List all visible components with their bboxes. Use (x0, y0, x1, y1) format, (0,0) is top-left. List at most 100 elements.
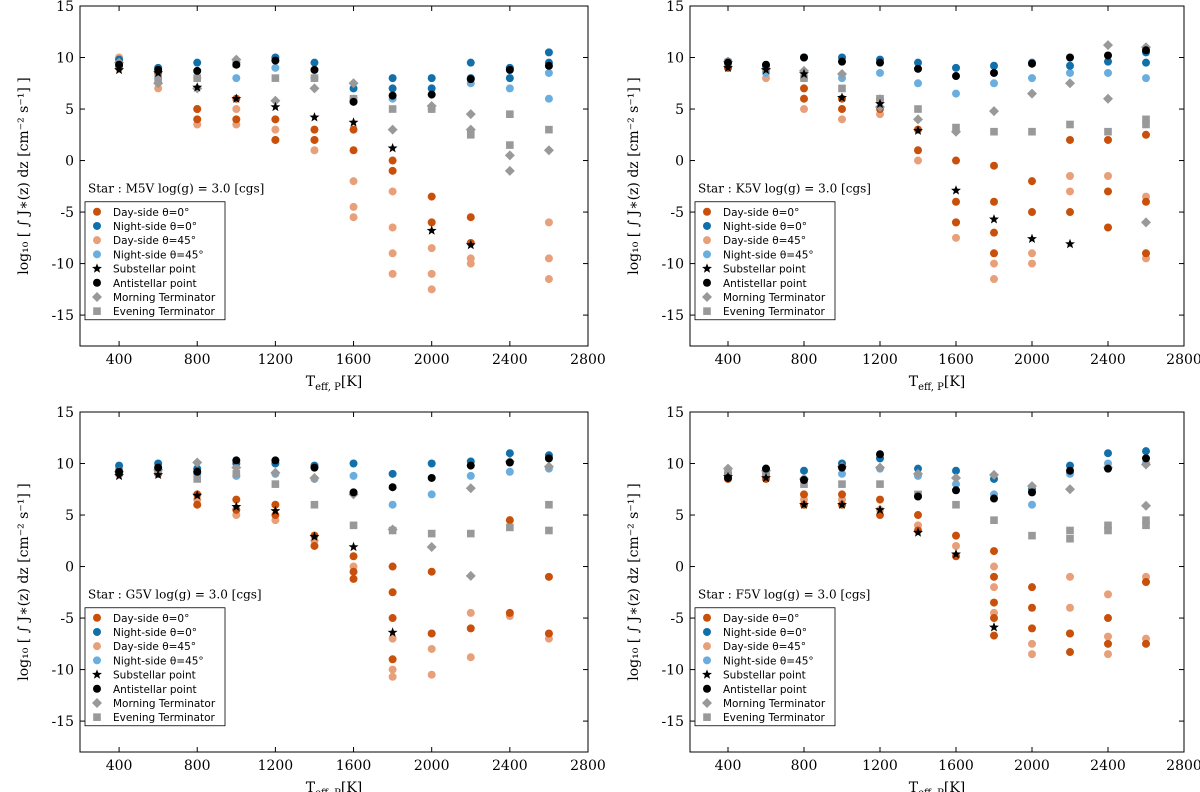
data-point (270, 95, 281, 106)
legend-entry-label: Night-side θ=0° (113, 627, 197, 639)
data-point (1104, 187, 1112, 196)
y-tick-label: 0 (65, 560, 74, 576)
data-point (388, 526, 397, 535)
data-point (799, 68, 809, 79)
data-point (466, 624, 475, 633)
data-point (1028, 59, 1036, 68)
data-point (427, 218, 436, 227)
data-point (838, 115, 846, 124)
data-point (990, 562, 998, 571)
data-point (544, 68, 553, 77)
data-point (1066, 534, 1074, 543)
data-point (93, 307, 101, 315)
data-point (799, 499, 809, 509)
data-point (951, 185, 961, 195)
data-point (1142, 197, 1150, 206)
data-point (1066, 208, 1074, 217)
data-point (388, 187, 397, 196)
data-point (1028, 127, 1036, 136)
data-point (1103, 93, 1113, 104)
x-tick-label: 400 (106, 352, 133, 368)
data-point (271, 456, 280, 465)
data-point (545, 500, 553, 509)
data-point (990, 228, 998, 237)
data-point (271, 480, 280, 488)
x-tick-label: 1200 (258, 352, 294, 368)
data-point (544, 572, 553, 581)
x-tick-label: 400 (715, 758, 742, 774)
data-point (427, 670, 436, 679)
data-point (310, 146, 319, 155)
y-tick-label: -15 (51, 714, 74, 730)
data-point (544, 218, 553, 227)
x-tick-label: 800 (184, 758, 211, 774)
x-tick-label: 2400 (492, 352, 528, 368)
data-point (232, 74, 241, 83)
data-point (388, 672, 397, 681)
data-point (465, 239, 476, 250)
data-point (93, 684, 101, 693)
data-point (505, 65, 514, 74)
data-point (349, 97, 358, 106)
x-axis-label: Teff, P[K] (909, 374, 966, 393)
data-point (1027, 233, 1037, 244)
x-tick-label: 1600 (938, 352, 974, 368)
data-point (310, 58, 319, 67)
data-point (466, 471, 475, 480)
data-point (838, 463, 846, 472)
x-tick-label: 400 (715, 352, 742, 368)
data-point (703, 642, 711, 651)
data-point (1028, 650, 1036, 659)
data-point (388, 469, 397, 478)
x-tick-label: 800 (791, 758, 818, 774)
data-point (838, 469, 846, 478)
data-point (951, 472, 961, 483)
data-point (309, 531, 320, 541)
data-point (154, 74, 162, 82)
data-point (800, 480, 808, 488)
data-point (427, 192, 436, 201)
data-point (989, 106, 999, 117)
data-points (114, 48, 554, 294)
data-point (1066, 61, 1074, 70)
y-tick-label: 10 (666, 457, 684, 473)
legend-box (694, 201, 836, 321)
data-point (192, 490, 203, 500)
legend-entry-label: Evening Terminator (723, 712, 826, 724)
y-tick-label: 5 (65, 508, 74, 524)
data-point (309, 83, 320, 94)
legend-entry-label: Antistellar point (723, 278, 807, 290)
x-tick-label: 800 (184, 352, 211, 368)
data-point (231, 93, 242, 103)
legend-entry-label: Night-side θ=45° (723, 249, 814, 261)
data-point (427, 269, 436, 278)
data-point (913, 468, 923, 479)
data-point (914, 464, 922, 473)
data-point (427, 529, 436, 538)
data-point (990, 161, 998, 170)
data-point (1141, 217, 1151, 228)
data-point (913, 114, 923, 125)
data-point (93, 236, 101, 245)
x-tick-label: 1600 (938, 758, 974, 774)
data-point (349, 146, 358, 155)
data-point (952, 500, 960, 509)
data-point (1142, 120, 1150, 129)
chart-panel-1: 400 800 1200 1600 2000 2400 2800 -15 -10 -5 0 5 10 15… (16, 0, 606, 393)
data-point (800, 74, 808, 82)
data-point (427, 74, 436, 83)
data-point (349, 488, 358, 497)
y-tick-label: 5 (675, 102, 684, 118)
y-tick-label: 5 (65, 102, 74, 118)
data-point (545, 526, 553, 535)
data-point (466, 58, 475, 67)
axes-frame (689, 5, 1185, 347)
data-point (232, 115, 241, 124)
data-point (154, 84, 163, 93)
data-point (93, 713, 101, 721)
data-point (349, 213, 358, 222)
data-point (465, 109, 476, 120)
data-point (1141, 459, 1151, 470)
y-tick-label: -5 (60, 611, 74, 627)
y-axis-label: log₁₀ [ ∫ J∗(z) dz [cm⁻² s⁻¹] ] (626, 77, 642, 274)
